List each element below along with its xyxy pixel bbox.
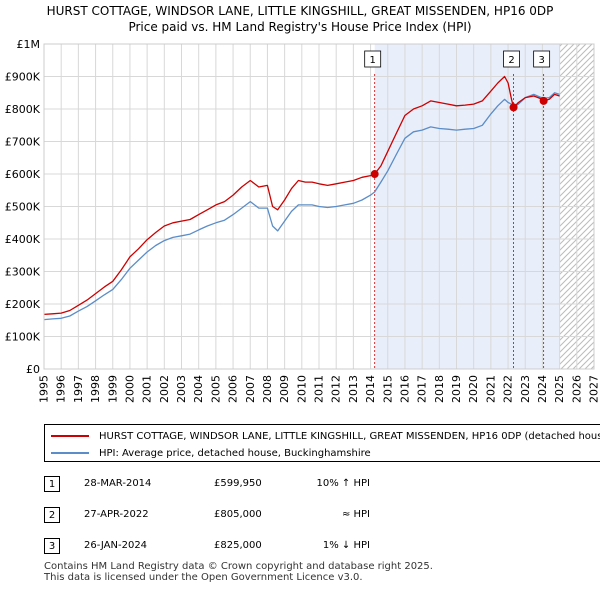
x-tick-label: 2018 — [433, 375, 446, 403]
x-tick-label: 1998 — [89, 375, 102, 403]
y-tick-label: £200K — [5, 298, 41, 311]
x-tick-label: 2011 — [313, 375, 326, 403]
y-tick-label: £800K — [5, 103, 41, 116]
y-tick-label: £300K — [5, 266, 41, 279]
legend-item-hpi: HPI: Average price, detached house, Buck… — [51, 445, 371, 461]
x-tick-label: 1996 — [55, 375, 68, 403]
footer: Contains HM Land Registry data © Crown c… — [44, 561, 433, 583]
sale-label-text: 1 — [370, 55, 376, 66]
x-tick-label: 2000 — [123, 375, 136, 403]
x-tick-label: 2021 — [484, 375, 497, 403]
x-tick-label: 2003 — [175, 375, 188, 403]
sale-number: 1 — [44, 476, 60, 492]
property-price-line — [43, 75, 560, 316]
sale-label-text: 2 — [508, 55, 514, 66]
x-tick-label: 2008 — [261, 375, 274, 403]
hpi-line — [43, 92, 560, 321]
y-tick-label: £100K — [5, 331, 41, 344]
y-tick-label: £400K — [5, 233, 41, 246]
legend-swatch-hpi — [51, 452, 89, 454]
sale-number: 3 — [44, 538, 60, 554]
plot-frame — [43, 43, 595, 370]
sale-label-box — [533, 50, 551, 68]
x-tick-label: 2022 — [502, 375, 515, 403]
x-tick-label: 2014 — [364, 375, 377, 403]
x-tick-label: 2007 — [244, 375, 257, 403]
y-tick-label: £900K — [5, 71, 41, 84]
sale-number: 2 — [44, 507, 60, 523]
y-tick-label: £0 — [26, 363, 40, 376]
x-tick-label: 2024 — [536, 375, 549, 403]
legend-label-property: HURST COTTAGE, WINDSOR LANE, LITTLE KING… — [99, 430, 600, 442]
legend-item-property: HURST COTTAGE, WINDSOR LANE, LITTLE KING… — [51, 428, 600, 444]
sale-price: £599,950 — [214, 478, 262, 489]
sale-markers-vertical — [374, 74, 545, 369]
sale-point — [509, 103, 518, 112]
x-tick-label: 2015 — [381, 375, 394, 403]
x-tick-label: 2026 — [570, 375, 583, 403]
footer-copyright: Contains HM Land Registry data © Crown c… — [44, 561, 433, 572]
sale-points — [370, 96, 548, 179]
x-tick-label: 2016 — [398, 375, 411, 403]
x-tick-label: 2019 — [450, 375, 463, 403]
series-layer — [43, 75, 560, 321]
sale-point — [370, 170, 379, 179]
sale-date: 28-MAR-2014 — [84, 478, 152, 489]
sale-label-box — [503, 50, 520, 68]
chart-title-line1: HURST COTTAGE, WINDSOR LANE, LITTLE KING… — [46, 4, 554, 18]
legend: HURST COTTAGE, WINDSOR LANE, LITTLE KING… — [44, 424, 600, 462]
x-tick-label: 1999 — [106, 375, 119, 403]
y-tick-label: £1M — [17, 38, 41, 51]
x-tick-label: 2013 — [347, 375, 360, 403]
x-tick-label: 2023 — [519, 375, 532, 403]
sale-hpi-comparison: 1% ↓ HPI — [322, 540, 370, 551]
y-axis: £0 £100K £200K £300K £400K £500K £600K £700K £80… — [5, 38, 41, 376]
x-tick-label: 2001 — [141, 375, 154, 403]
x-tick-label: 1995 — [38, 375, 51, 403]
x-tick-label: 2004 — [192, 375, 205, 403]
legend-label-hpi: HPI: Average price, detached house, Buck… — [99, 447, 371, 459]
sale-row: 2 27-APR-2022 £805,000 ≈ HPI — [44, 504, 584, 528]
sales-table: 1 28-MAR-2014 £599,950 10% ↑ HPI 2 27-AP… — [44, 473, 584, 566]
x-tick-label: 2027 — [588, 375, 600, 403]
x-tick-label: 2020 — [467, 375, 480, 403]
x-tick-label: 2002 — [158, 375, 171, 403]
chart-title-line2: Price paid vs. HM Land Registry's House … — [128, 20, 472, 34]
footer-licence: This data is licensed under the Open Gov… — [44, 572, 363, 583]
sale-point — [539, 96, 548, 105]
x-tick-label: 2017 — [416, 375, 429, 403]
x-tick-label: 2012 — [330, 375, 343, 403]
sale-label-box — [364, 50, 382, 68]
sale-hpi-comparison: ≈ HPI — [341, 509, 370, 520]
price-chart: 1 2 3 £0 £100K £200K £300K £400K £500K £600K £700… — [5, 38, 600, 403]
sale-row: 3 26-JAN-2024 £825,000 1% ↓ HPI — [44, 535, 584, 559]
x-axis: 1995 1996 1997 1998 1999 2000 2001 2002 2003 2004… — [38, 375, 600, 403]
y-tick-label: £500K — [5, 201, 41, 214]
sale-row: 1 28-MAR-2014 £599,950 10% ↑ HPI — [44, 473, 584, 497]
x-tick-label: 2025 — [553, 375, 566, 403]
y-tick-label: £700K — [5, 136, 41, 149]
sale-date: 26-JAN-2024 — [84, 540, 148, 551]
sale-price: £825,000 — [214, 540, 262, 551]
x-tick-label: 1997 — [72, 375, 85, 403]
sale-labels: 1 2 3 — [364, 50, 551, 68]
x-tick-label: 2009 — [278, 375, 291, 403]
sale-hpi-comparison: 10% ↑ HPI — [316, 478, 370, 489]
legend-swatch-property — [51, 435, 89, 437]
sale-label-text: 3 — [538, 55, 544, 66]
x-tick-label: 2010 — [295, 375, 308, 403]
x-tick-label: 2005 — [209, 375, 222, 403]
x-tick-label: 2006 — [227, 375, 240, 403]
sale-date: 27-APR-2022 — [84, 509, 149, 520]
y-tick-label: £600K — [5, 168, 41, 181]
sale-price: £805,000 — [214, 509, 262, 520]
